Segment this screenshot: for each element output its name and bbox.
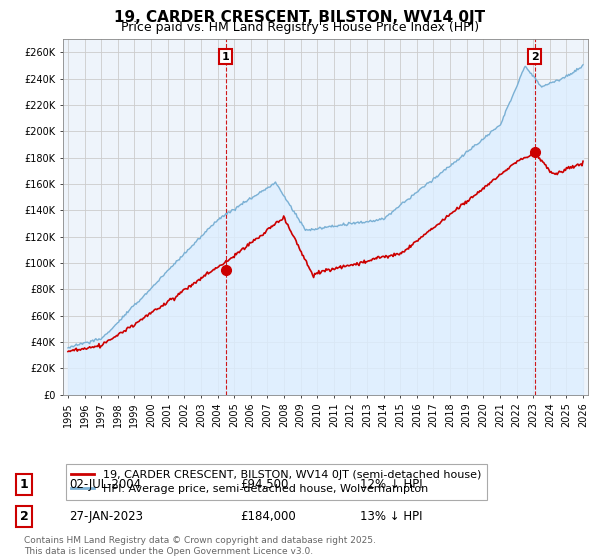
Text: 27-JAN-2023: 27-JAN-2023 bbox=[69, 510, 143, 523]
Text: 19, CARDER CRESCENT, BILSTON, WV14 0JT: 19, CARDER CRESCENT, BILSTON, WV14 0JT bbox=[115, 10, 485, 25]
Text: 2: 2 bbox=[20, 510, 28, 523]
Text: 1: 1 bbox=[222, 52, 230, 62]
Text: £94,500: £94,500 bbox=[240, 478, 289, 491]
Text: Contains HM Land Registry data © Crown copyright and database right 2025.
This d: Contains HM Land Registry data © Crown c… bbox=[24, 536, 376, 556]
Text: 2: 2 bbox=[530, 52, 538, 62]
Text: 13% ↓ HPI: 13% ↓ HPI bbox=[360, 510, 422, 523]
Legend: 19, CARDER CRESCENT, BILSTON, WV14 0JT (semi-detached house), HPI: Average price: 19, CARDER CRESCENT, BILSTON, WV14 0JT (… bbox=[66, 464, 487, 500]
Text: 02-JUL-2004: 02-JUL-2004 bbox=[69, 478, 141, 491]
Text: £184,000: £184,000 bbox=[240, 510, 296, 523]
Text: 1: 1 bbox=[20, 478, 28, 491]
Text: Price paid vs. HM Land Registry's House Price Index (HPI): Price paid vs. HM Land Registry's House … bbox=[121, 21, 479, 34]
Text: 12% ↓ HPI: 12% ↓ HPI bbox=[360, 478, 422, 491]
